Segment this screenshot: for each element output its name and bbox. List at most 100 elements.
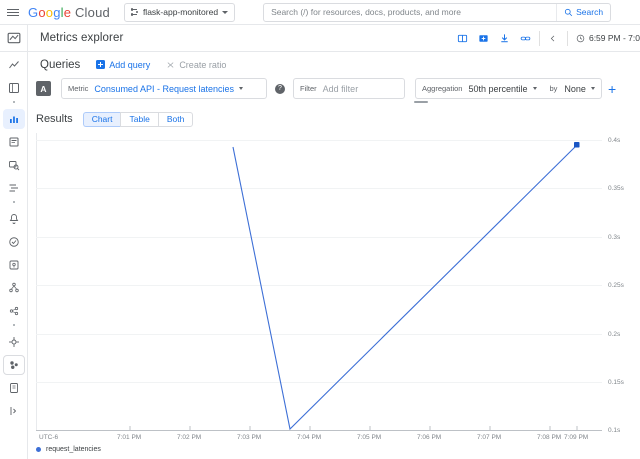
search-input[interactable] xyxy=(264,4,557,20)
legend-color-swatch xyxy=(36,447,41,452)
header-divider xyxy=(538,30,540,46)
results-label: Results xyxy=(36,113,73,125)
sidebar-item-alerting[interactable] xyxy=(3,209,25,229)
x-tick-label: 7:04 PM xyxy=(297,434,322,441)
groupby-value: None xyxy=(564,83,586,94)
tab-table[interactable]: Table xyxy=(120,111,158,127)
reports-icon xyxy=(9,383,18,393)
sidebar-item-groups[interactable] xyxy=(2,355,25,375)
chevron-down-icon xyxy=(532,87,537,90)
add-to-dashboard-icon xyxy=(479,34,488,42)
metric-label: Metric xyxy=(68,84,89,93)
metric-value: Consumed API - Request latencies xyxy=(94,83,234,94)
queries-row: Queries Add query Create ratio xyxy=(28,52,640,77)
project-icon xyxy=(130,8,139,16)
y-tick-label: 0.1s xyxy=(608,427,621,434)
sidebar-item-settings-target[interactable] xyxy=(3,332,25,352)
sidebar-item-sla[interactable] xyxy=(3,255,25,275)
sidebar-item-expand-panel[interactable] xyxy=(3,401,25,421)
clock-icon xyxy=(576,34,585,42)
chevron-down-icon xyxy=(590,87,595,90)
header-divider xyxy=(566,30,568,46)
monitoring-product-icon[interactable] xyxy=(0,25,28,52)
query-letter-badge: A xyxy=(36,81,51,96)
aggregation-underline-indicator xyxy=(414,101,428,103)
groupby-label: by xyxy=(549,84,558,93)
sidebar-item-profiler[interactable] xyxy=(3,278,25,298)
chevron-down-icon xyxy=(222,10,229,14)
global-search[interactable]: Search xyxy=(263,2,612,22)
uptime-checks-icon xyxy=(8,237,19,247)
time-range-back-button[interactable] xyxy=(543,25,564,52)
line-chart[interactable] xyxy=(36,133,636,459)
chart-panel: 0.4s 0.35s 0.3s 0.25s 0.2s 0.15s 0.1s UT… xyxy=(36,133,636,459)
chart-legend[interactable]: request_latencies xyxy=(36,446,101,453)
search-icon xyxy=(565,8,573,16)
search-button[interactable]: Search xyxy=(556,3,610,21)
download-icon xyxy=(501,33,508,42)
filter-label: Filter xyxy=(300,84,317,93)
share-link-button[interactable] xyxy=(515,25,536,52)
sidebar-item-metrics-explorer[interactable] xyxy=(2,109,25,129)
aggregation-value: 50th percentile xyxy=(468,83,528,94)
results-row: Results Chart Table Both xyxy=(36,109,436,129)
logs-icon xyxy=(9,137,18,147)
download-button[interactable] xyxy=(494,25,515,52)
y-tick-label: 0.25s xyxy=(608,282,624,289)
metrics-explorer-icon xyxy=(7,32,20,44)
metric-selector[interactable]: Metric Consumed API - Request latencies xyxy=(61,78,267,99)
x-tick-label: 7:02 PM xyxy=(177,434,202,441)
google-cloud-logo[interactable]: Google Cloud xyxy=(28,4,110,20)
x-tick-label: 7:03 PM xyxy=(237,434,262,441)
query-builder-bar: A Metric Consumed API - Request latencie… xyxy=(36,78,616,99)
groups-icon xyxy=(9,361,18,369)
x-tick-label: 7:01 PM xyxy=(117,434,142,441)
queries-label: Queries xyxy=(40,58,81,71)
add-to-dashboard-button[interactable] xyxy=(473,25,494,52)
sidebar-item-logs[interactable] xyxy=(3,132,25,152)
series-request_latencies[interactable] xyxy=(232,144,578,431)
sidebar-item-service-graph[interactable] xyxy=(3,301,25,321)
left-navigation-rail xyxy=(0,25,28,459)
tab-chart[interactable]: Chart xyxy=(82,111,121,127)
docs-button[interactable] xyxy=(452,25,473,52)
add-aggregation-button[interactable]: + xyxy=(607,80,617,97)
grid-lines xyxy=(36,140,602,383)
docs-icon xyxy=(457,34,468,42)
sidebar-item-reports[interactable] xyxy=(3,378,25,398)
hamburger-icon[interactable] xyxy=(0,0,26,25)
tab-both[interactable]: Both xyxy=(157,111,194,127)
chevron-down-icon xyxy=(239,87,243,90)
help-icon[interactable]: ? xyxy=(275,83,285,94)
time-range-selector[interactable]: 6:59 PM - 7:0 xyxy=(571,33,640,43)
project-selector[interactable]: flask-app-monitored xyxy=(123,2,236,22)
ratio-icon xyxy=(167,61,174,68)
share-link-icon xyxy=(520,36,531,40)
results-view-toggle: Chart Table Both xyxy=(82,111,194,127)
sidebar-item-log-explorer[interactable] xyxy=(3,155,25,175)
create-ratio-label: Create ratio xyxy=(179,59,227,70)
sidebar-item-uptime-checks[interactable] xyxy=(3,232,25,252)
series-endpoint-marker[interactable] xyxy=(574,142,580,148)
sidebar-item-dashboards[interactable] xyxy=(3,55,25,75)
bar-chart-icon xyxy=(9,116,18,123)
project-name: flask-app-monitored xyxy=(142,7,219,17)
add-query-button[interactable]: Add query xyxy=(96,60,150,70)
y-tick-label: 0.3s xyxy=(608,234,621,241)
rail-divider-dot xyxy=(3,198,25,206)
filter-selector[interactable]: Filter Add filter xyxy=(293,78,405,99)
sla-icon xyxy=(9,260,18,270)
y-tick-label: 0.15s xyxy=(608,379,624,386)
x-tick-label: 7:07 PM xyxy=(477,434,502,441)
x-tick-label: 7:08 PM xyxy=(537,434,562,441)
sidebar-item-trace[interactable] xyxy=(3,178,25,198)
service-graph-icon xyxy=(9,306,18,316)
sidebar-item-metrics-scope[interactable] xyxy=(3,78,25,98)
aggregation-selector[interactable]: Aggregation 50th percentile by None xyxy=(415,78,602,99)
global-top-bar: Google Cloud flask-app-monitored Search xyxy=(0,0,640,25)
profiler-icon xyxy=(8,282,19,293)
time-range-label: 6:59 PM - 7:0 xyxy=(588,33,640,43)
create-ratio-button[interactable]: Create ratio xyxy=(166,60,226,70)
legend-label: request_latencies xyxy=(46,446,101,453)
